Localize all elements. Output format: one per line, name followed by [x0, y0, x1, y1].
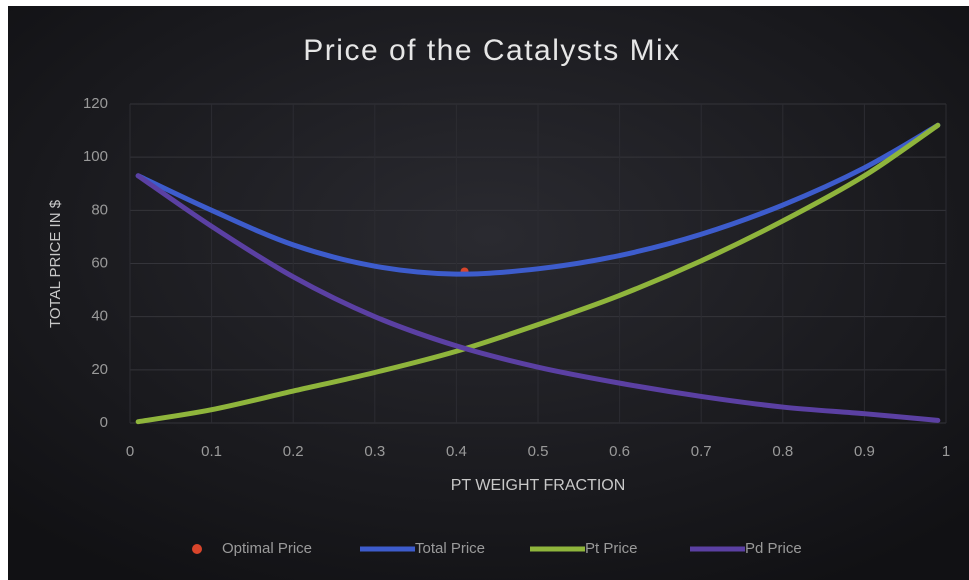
y-tick-label: 20 [91, 361, 108, 378]
line [135, 122, 941, 277]
x-tick-label: 0.2 [283, 443, 304, 460]
x-tick-label: 0.6 [609, 443, 630, 460]
x-tick-label: 1 [942, 443, 950, 460]
x-tick-label: 0.8 [772, 443, 793, 460]
line [135, 173, 941, 423]
x-tick-label: 0 [126, 443, 134, 460]
y-tick-label: 0 [100, 414, 108, 431]
x-tick-label: 0.5 [528, 443, 549, 460]
line [135, 122, 941, 425]
x-tick-label: 0.4 [446, 443, 467, 460]
legend-label: Optimal Price [222, 540, 312, 557]
legend-label: Pd Price [745, 540, 802, 557]
legend-label: Pt Price [585, 540, 638, 557]
chart-title: Price of the Catalysts Mix [303, 34, 680, 67]
y-axis-label: TOTAL PRICE IN $ [47, 199, 64, 328]
y-tick-label: 120 [83, 95, 108, 112]
y-tick-label: 40 [91, 308, 108, 325]
x-tick-label: 0.3 [364, 443, 385, 460]
y-tick-label: 80 [91, 201, 108, 218]
legend-marker [192, 544, 202, 554]
y-tick-label: 100 [83, 148, 108, 165]
y-tick-label: 60 [91, 254, 108, 271]
legend-label: Total Price [415, 540, 485, 557]
x-tick-label: 0.9 [854, 443, 875, 460]
x-axis-label: PT WEIGHT FRACTION [451, 477, 626, 494]
x-tick-label: 0.1 [201, 443, 222, 460]
chart-background [8, 6, 969, 580]
x-tick-label: 0.7 [691, 443, 712, 460]
